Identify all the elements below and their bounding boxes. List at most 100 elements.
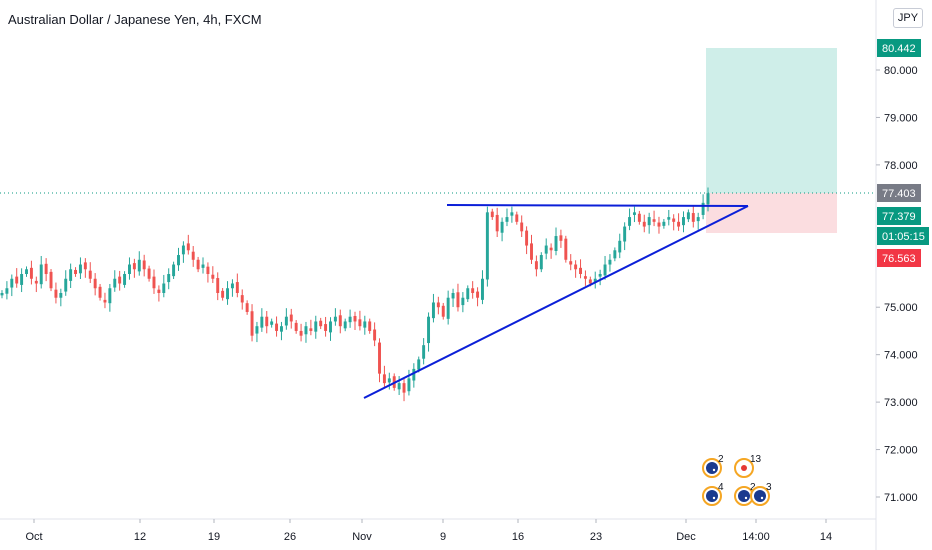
candle-body <box>309 328 313 331</box>
candle-body <box>412 368 416 381</box>
flag-au-icon[interactable]: 3 <box>750 482 772 506</box>
candle-body <box>103 299 107 303</box>
candle-body <box>632 212 636 215</box>
candle-body <box>128 264 131 275</box>
y-tick-label: 71.000 <box>884 492 918 504</box>
candle-body <box>382 374 386 384</box>
y-tick-label: 80.000 <box>884 65 918 77</box>
flag-au-icon[interactable]: 4 <box>702 482 724 506</box>
candle-body <box>74 269 78 275</box>
candle-body <box>201 264 205 268</box>
candle-body <box>417 359 421 370</box>
candle-body <box>534 261 538 270</box>
candle-body <box>701 202 705 215</box>
candle-body <box>569 261 573 265</box>
candle-body <box>461 297 465 306</box>
candle-body <box>588 279 592 284</box>
candle-body <box>446 297 450 319</box>
candle-body <box>118 276 122 284</box>
event-count: 2 <box>718 454 724 465</box>
x-tick-label: 19 <box>208 531 220 543</box>
candle-body <box>662 221 666 226</box>
candle-body <box>373 329 377 341</box>
trendline-support[interactable] <box>363 205 749 399</box>
economic-events[interactable]: 2 134 2 3 <box>702 454 772 506</box>
candle-body <box>456 292 460 308</box>
y-tick-label: 79.000 <box>884 112 918 124</box>
stop-zone[interactable] <box>706 193 837 233</box>
candle-body <box>5 288 9 294</box>
x-tick-label: Oct <box>25 531 42 543</box>
candle-body <box>490 211 494 218</box>
candle-body <box>329 321 332 333</box>
candle-body <box>181 245 185 255</box>
candle-body <box>123 274 127 285</box>
flag-jp-icon[interactable]: 13 <box>734 454 762 478</box>
candle-body <box>652 219 656 222</box>
candle-body <box>211 274 215 279</box>
candle-body <box>216 278 220 293</box>
x-tick-label: 14 <box>820 531 832 543</box>
candle-body <box>191 251 195 260</box>
candle-body <box>29 267 33 279</box>
candle-body <box>520 222 524 232</box>
candle-body <box>471 288 475 293</box>
candle-body <box>564 238 568 260</box>
candle-body <box>642 221 646 227</box>
candle-body <box>682 217 685 226</box>
price-tag-label: 77.379 <box>882 211 916 223</box>
candle-body <box>167 274 171 283</box>
candle-body <box>623 226 627 242</box>
candle-body <box>162 283 166 293</box>
candle-body <box>481 278 484 300</box>
x-tick-label: Nov <box>352 531 372 543</box>
price-tag-bg <box>877 207 921 225</box>
candle-body <box>598 274 602 277</box>
candle-body <box>221 290 225 298</box>
candle-body <box>431 302 435 319</box>
currency-button[interactable]: JPY <box>893 8 923 28</box>
candle-body <box>549 247 553 251</box>
candle-body <box>289 314 293 322</box>
candle-body <box>667 217 671 220</box>
candle-body <box>672 218 676 222</box>
candle-body <box>451 292 455 299</box>
y-tick-label: 73.000 <box>884 397 918 409</box>
candle-body <box>378 342 381 374</box>
x-tick-label: 26 <box>284 531 296 543</box>
candle-body <box>245 303 249 312</box>
candle-body <box>265 316 269 327</box>
candle-body <box>206 266 210 275</box>
candle-body <box>279 326 283 332</box>
candle-body <box>284 316 288 326</box>
candle-body <box>466 288 470 300</box>
event-count: 3 <box>766 482 772 493</box>
event-count: 2 <box>750 482 756 493</box>
candle-body <box>495 214 499 232</box>
candle-body <box>25 269 28 275</box>
candle-body <box>226 288 229 300</box>
price-tag-label: 76.563 <box>882 253 916 265</box>
y-tick-label: 74.000 <box>884 350 918 362</box>
candle-body <box>34 280 38 284</box>
x-tick-label: 16 <box>512 531 524 543</box>
candle-body <box>15 276 19 284</box>
target-zone[interactable] <box>706 48 837 193</box>
price-tags: 80.442 77.403 77.379 01:05:15 76.563 <box>877 39 929 267</box>
candle-body <box>696 217 700 222</box>
candle-body <box>485 212 489 280</box>
flag-au-icon[interactable]: 2 <box>702 454 724 478</box>
price-tag-label: 77.403 <box>882 188 916 200</box>
candle-body <box>579 267 582 275</box>
candle-body <box>196 259 200 270</box>
candle-body <box>299 330 303 336</box>
event-count: 4 <box>718 482 724 493</box>
candle-body <box>539 255 543 270</box>
candle-body <box>137 259 141 272</box>
candle-body <box>78 264 82 274</box>
candle-body <box>510 212 514 216</box>
candle-body <box>559 235 563 241</box>
trendline-resistance[interactable] <box>446 204 749 207</box>
candle-body <box>515 214 519 222</box>
